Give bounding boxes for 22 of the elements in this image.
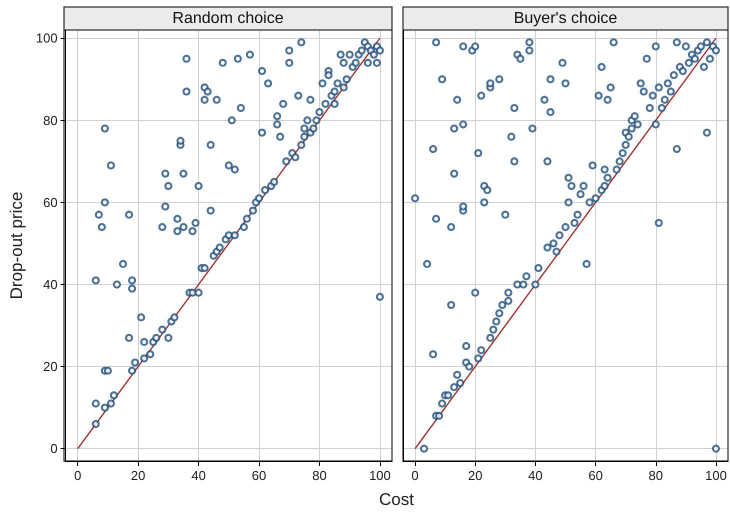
- x-axis-title: Cost: [378, 490, 415, 510]
- x-tick-label: 40: [191, 468, 206, 483]
- x-tick-label: 40: [528, 468, 543, 483]
- x-tick-label: 20: [130, 468, 146, 483]
- x-tick-label: 0: [74, 468, 82, 483]
- x-tick-label: 0: [411, 468, 419, 483]
- x-tick-label: 60: [252, 468, 266, 483]
- x-tick-label: 80: [648, 468, 664, 483]
- y-tick-label: 100: [36, 30, 58, 46]
- chart-title: Buyer's choice: [514, 10, 618, 27]
- y-tick-label: 0: [50, 441, 58, 456]
- x-tick-label: 80: [312, 468, 327, 483]
- x-tick-label: 100: [369, 468, 391, 483]
- y-tick-label: 20: [43, 359, 58, 374]
- y-axis-title: Drop-out price: [7, 192, 26, 300]
- x-tick-label: 100: [705, 468, 727, 483]
- y-tick-label: 80: [43, 112, 58, 128]
- chart-title: Random choice: [172, 10, 284, 27]
- y-tick-label: 60: [43, 194, 58, 210]
- x-tick-label: 60: [588, 468, 603, 483]
- y-tick-label: 40: [43, 276, 58, 292]
- x-tick-label: 20: [468, 468, 482, 483]
